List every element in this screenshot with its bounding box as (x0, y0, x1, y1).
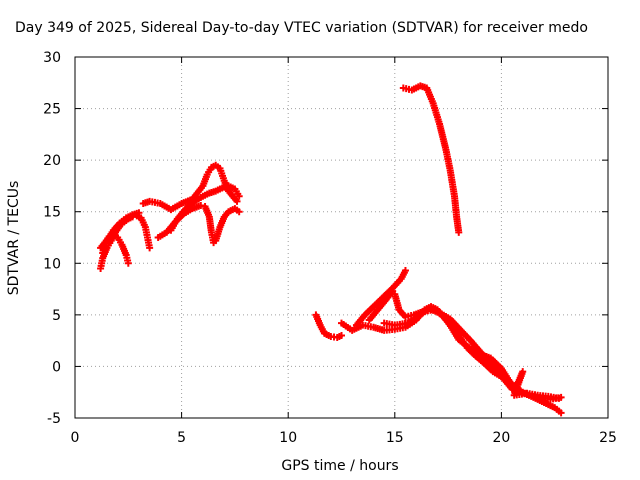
data-point (135, 209, 143, 217)
series-arc-3 (99, 209, 143, 257)
data-point (197, 202, 205, 210)
grid-lines (75, 57, 608, 418)
data-point (338, 331, 345, 339)
plot-border (74, 56, 609, 419)
y-tick-label: 10 (43, 256, 61, 272)
x-axis-label: GPS time / hours (281, 458, 398, 474)
y-tick-label: 30 (43, 50, 61, 66)
y-axis-label: SDTVAR / TECUs (6, 181, 22, 296)
x-tick-label: 25 (599, 430, 617, 446)
y-tick-label: 25 (43, 102, 61, 118)
data-point (146, 244, 154, 252)
x-tick-label: 15 (386, 430, 404, 446)
data-point (455, 228, 463, 236)
data-point (235, 208, 243, 216)
y-tick-label: 0 (52, 359, 61, 375)
data-point (233, 197, 241, 205)
series-arc-7 (399, 82, 463, 236)
series-arc-8 (312, 311, 345, 342)
data-point (557, 409, 565, 417)
x-tick-label: 10 (279, 430, 297, 446)
y-tick-label: 15 (43, 205, 61, 221)
x-tick-label: 0 (71, 430, 80, 446)
chart-title: Day 349 of 2025, Sidereal Day-to-day VTE… (15, 20, 588, 36)
data-point (555, 394, 563, 402)
y-tick-label: 20 (43, 153, 61, 169)
data-points (97, 82, 565, 417)
data-point (401, 267, 409, 275)
series-arc-6 (167, 182, 243, 234)
axes (74, 56, 609, 419)
series-arc-12 (380, 305, 563, 402)
data-point (235, 192, 243, 200)
data-point (124, 259, 132, 267)
series-arc-4 (139, 161, 241, 214)
x-tick-label: 20 (492, 430, 510, 446)
tick-labels: 0 5 10 15 20 25 -5 0 5 10 15 20 25 30 (43, 50, 617, 446)
x-tick-label: 5 (177, 430, 186, 446)
y-tick-label: 5 (52, 308, 61, 324)
y-tick-label: -5 (47, 411, 61, 427)
